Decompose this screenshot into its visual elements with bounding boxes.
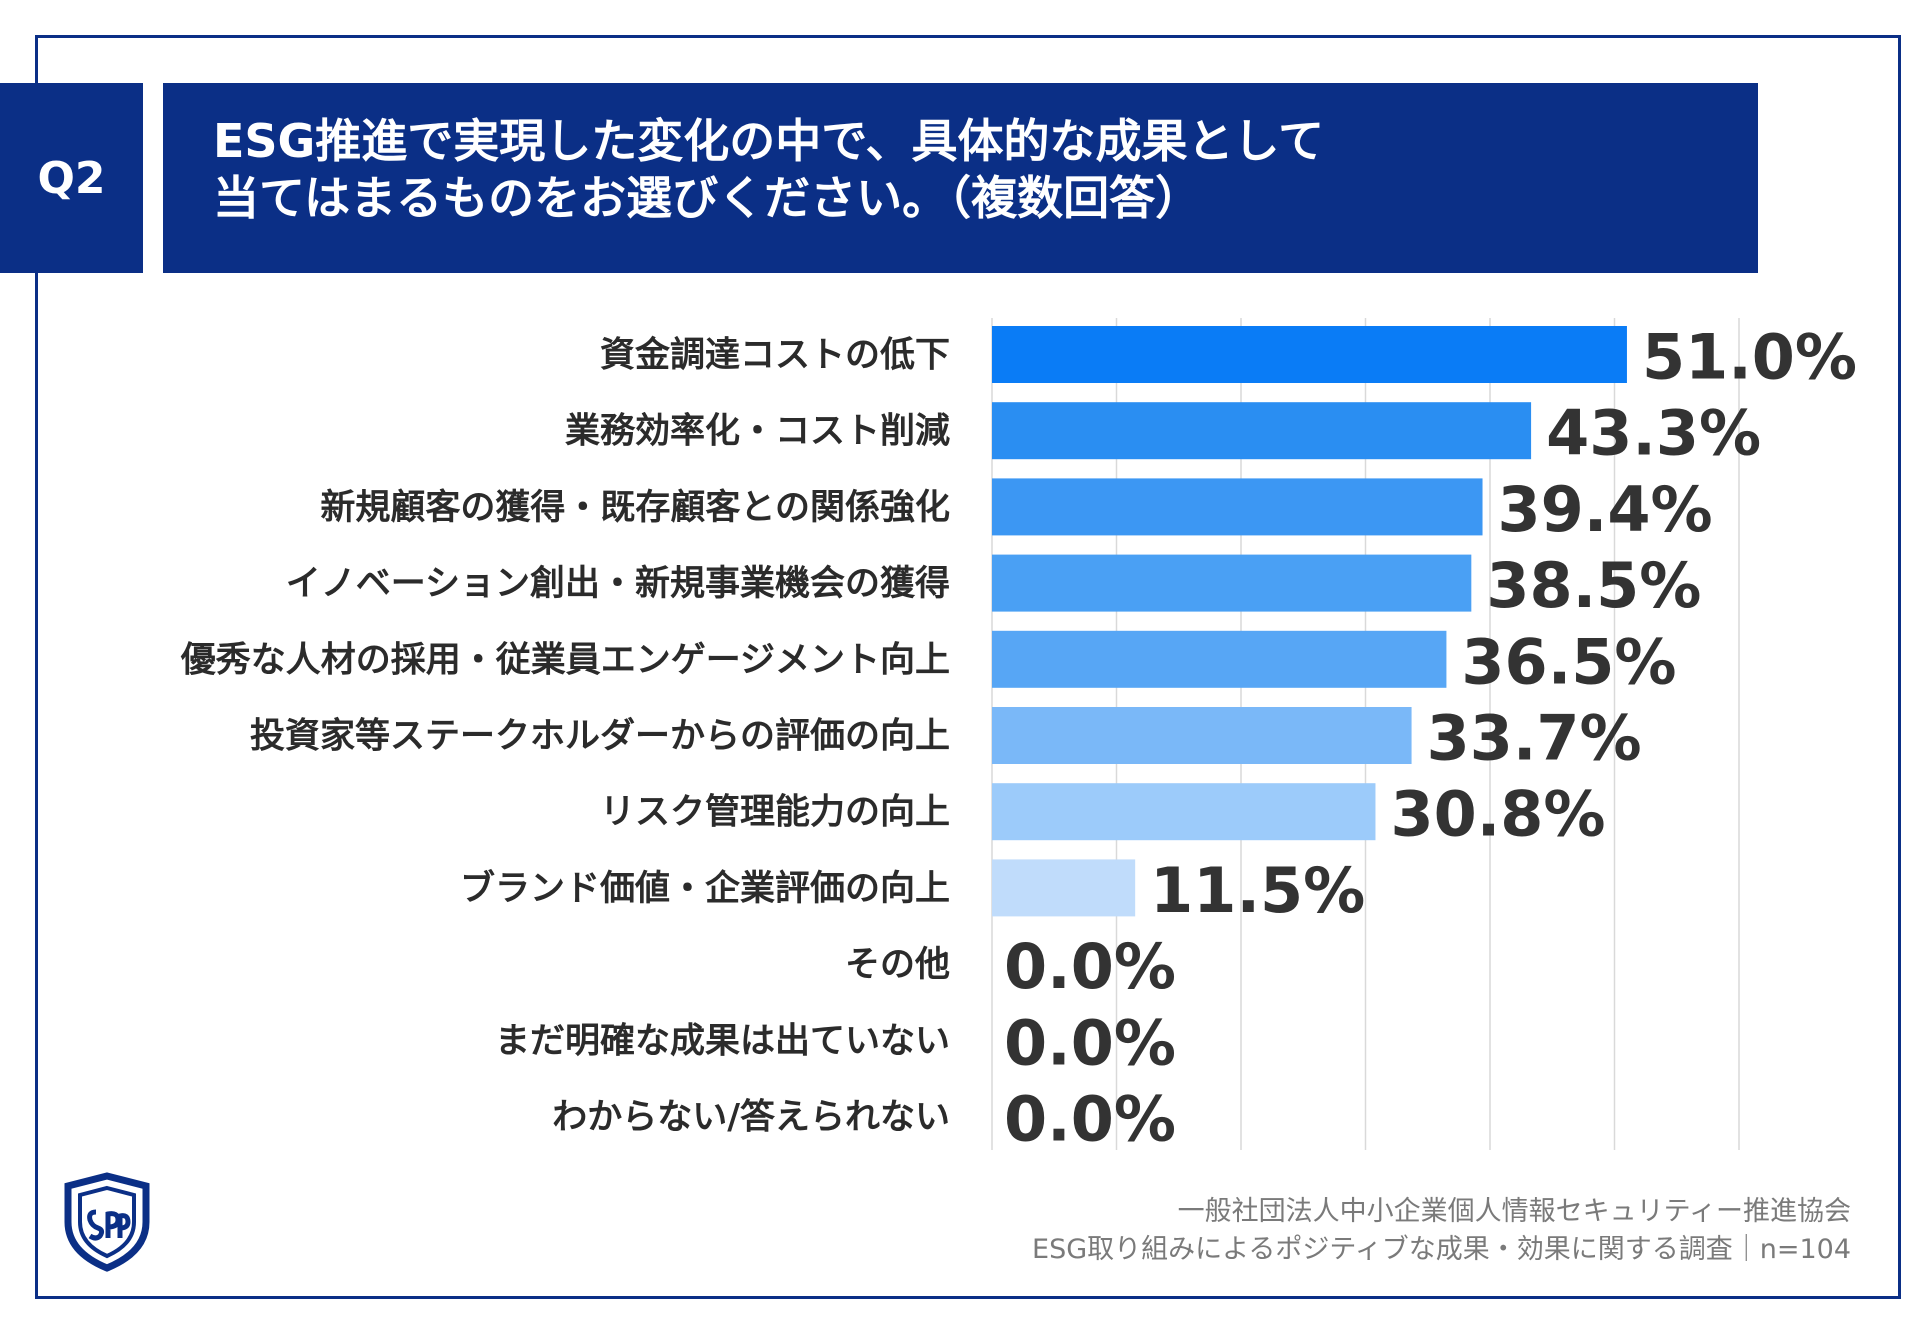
category-label: その他 xyxy=(845,945,950,985)
category-label: 新規顧客の獲得・既存顧客との関係強化 xyxy=(320,487,950,528)
question-title-bar: ESG推進で実現した変化の中で、具体的な成果として 当てはまるものをお選びくださ… xyxy=(163,83,1758,273)
value-label: 43.3% xyxy=(1546,397,1761,470)
question-badge: Q2 xyxy=(0,83,143,273)
bar xyxy=(992,326,1627,383)
category-label: 投資家等ステークホルダーからの評価の向上 xyxy=(250,717,950,757)
value-label: 33.7% xyxy=(1427,702,1642,775)
question-title-line-1: ESG推進で実現した変化の中で、具体的な成果として xyxy=(213,114,1325,168)
footer-source: 一般社団法人中小企業個人情報セキュリティー推進協会 ESG取り組みによるポジティ… xyxy=(1032,1193,1851,1269)
footer-organization: 一般社団法人中小企業個人情報セキュリティー推進協会 xyxy=(1177,1196,1851,1227)
value-label: 0.0% xyxy=(1004,1083,1176,1156)
bar xyxy=(992,783,1376,841)
category-label: リスク管理能力の向上 xyxy=(600,793,950,833)
bar xyxy=(992,859,1136,917)
value-label: 11.5% xyxy=(1150,854,1365,927)
category-label: まだ明確な成果は出ていない xyxy=(495,1021,950,1061)
bar xyxy=(992,478,1483,536)
bar xyxy=(992,707,1412,764)
value-label: 51.0% xyxy=(1642,321,1857,394)
chart-frame xyxy=(35,35,1901,1299)
value-label: 38.5% xyxy=(1486,549,1701,622)
bar xyxy=(992,630,1447,688)
value-label: 36.5% xyxy=(1461,625,1676,698)
footer-survey: ESG取り組みによるポジティブな成果・効果に関する調査｜n=104 xyxy=(1032,1234,1851,1265)
question-number: Q2 xyxy=(37,152,106,204)
category-label: 資金調達コストの低下 xyxy=(600,335,950,376)
category-label: イノベーション創出・新規事業機会の獲得 xyxy=(286,564,950,604)
category-label: ブランド価値・企業評価の向上 xyxy=(460,868,950,909)
value-label: 30.8% xyxy=(1390,778,1605,851)
category-label: わからない/答えられない xyxy=(552,1098,950,1138)
category-label: 優秀な人材の採用・従業員エンゲージメント向上 xyxy=(180,640,950,680)
bar xyxy=(992,554,1472,612)
value-label: 39.4% xyxy=(1498,473,1713,546)
value-label: 0.0% xyxy=(1004,930,1176,1003)
question-title-line-2: 当てはまるものをお選びください。（複数回答） xyxy=(213,171,1202,225)
value-label: 0.0% xyxy=(1004,1006,1176,1079)
bar xyxy=(992,402,1532,460)
category-label: 業務効率化・コスト削減 xyxy=(565,412,950,452)
association-logo-icon xyxy=(64,1172,150,1272)
